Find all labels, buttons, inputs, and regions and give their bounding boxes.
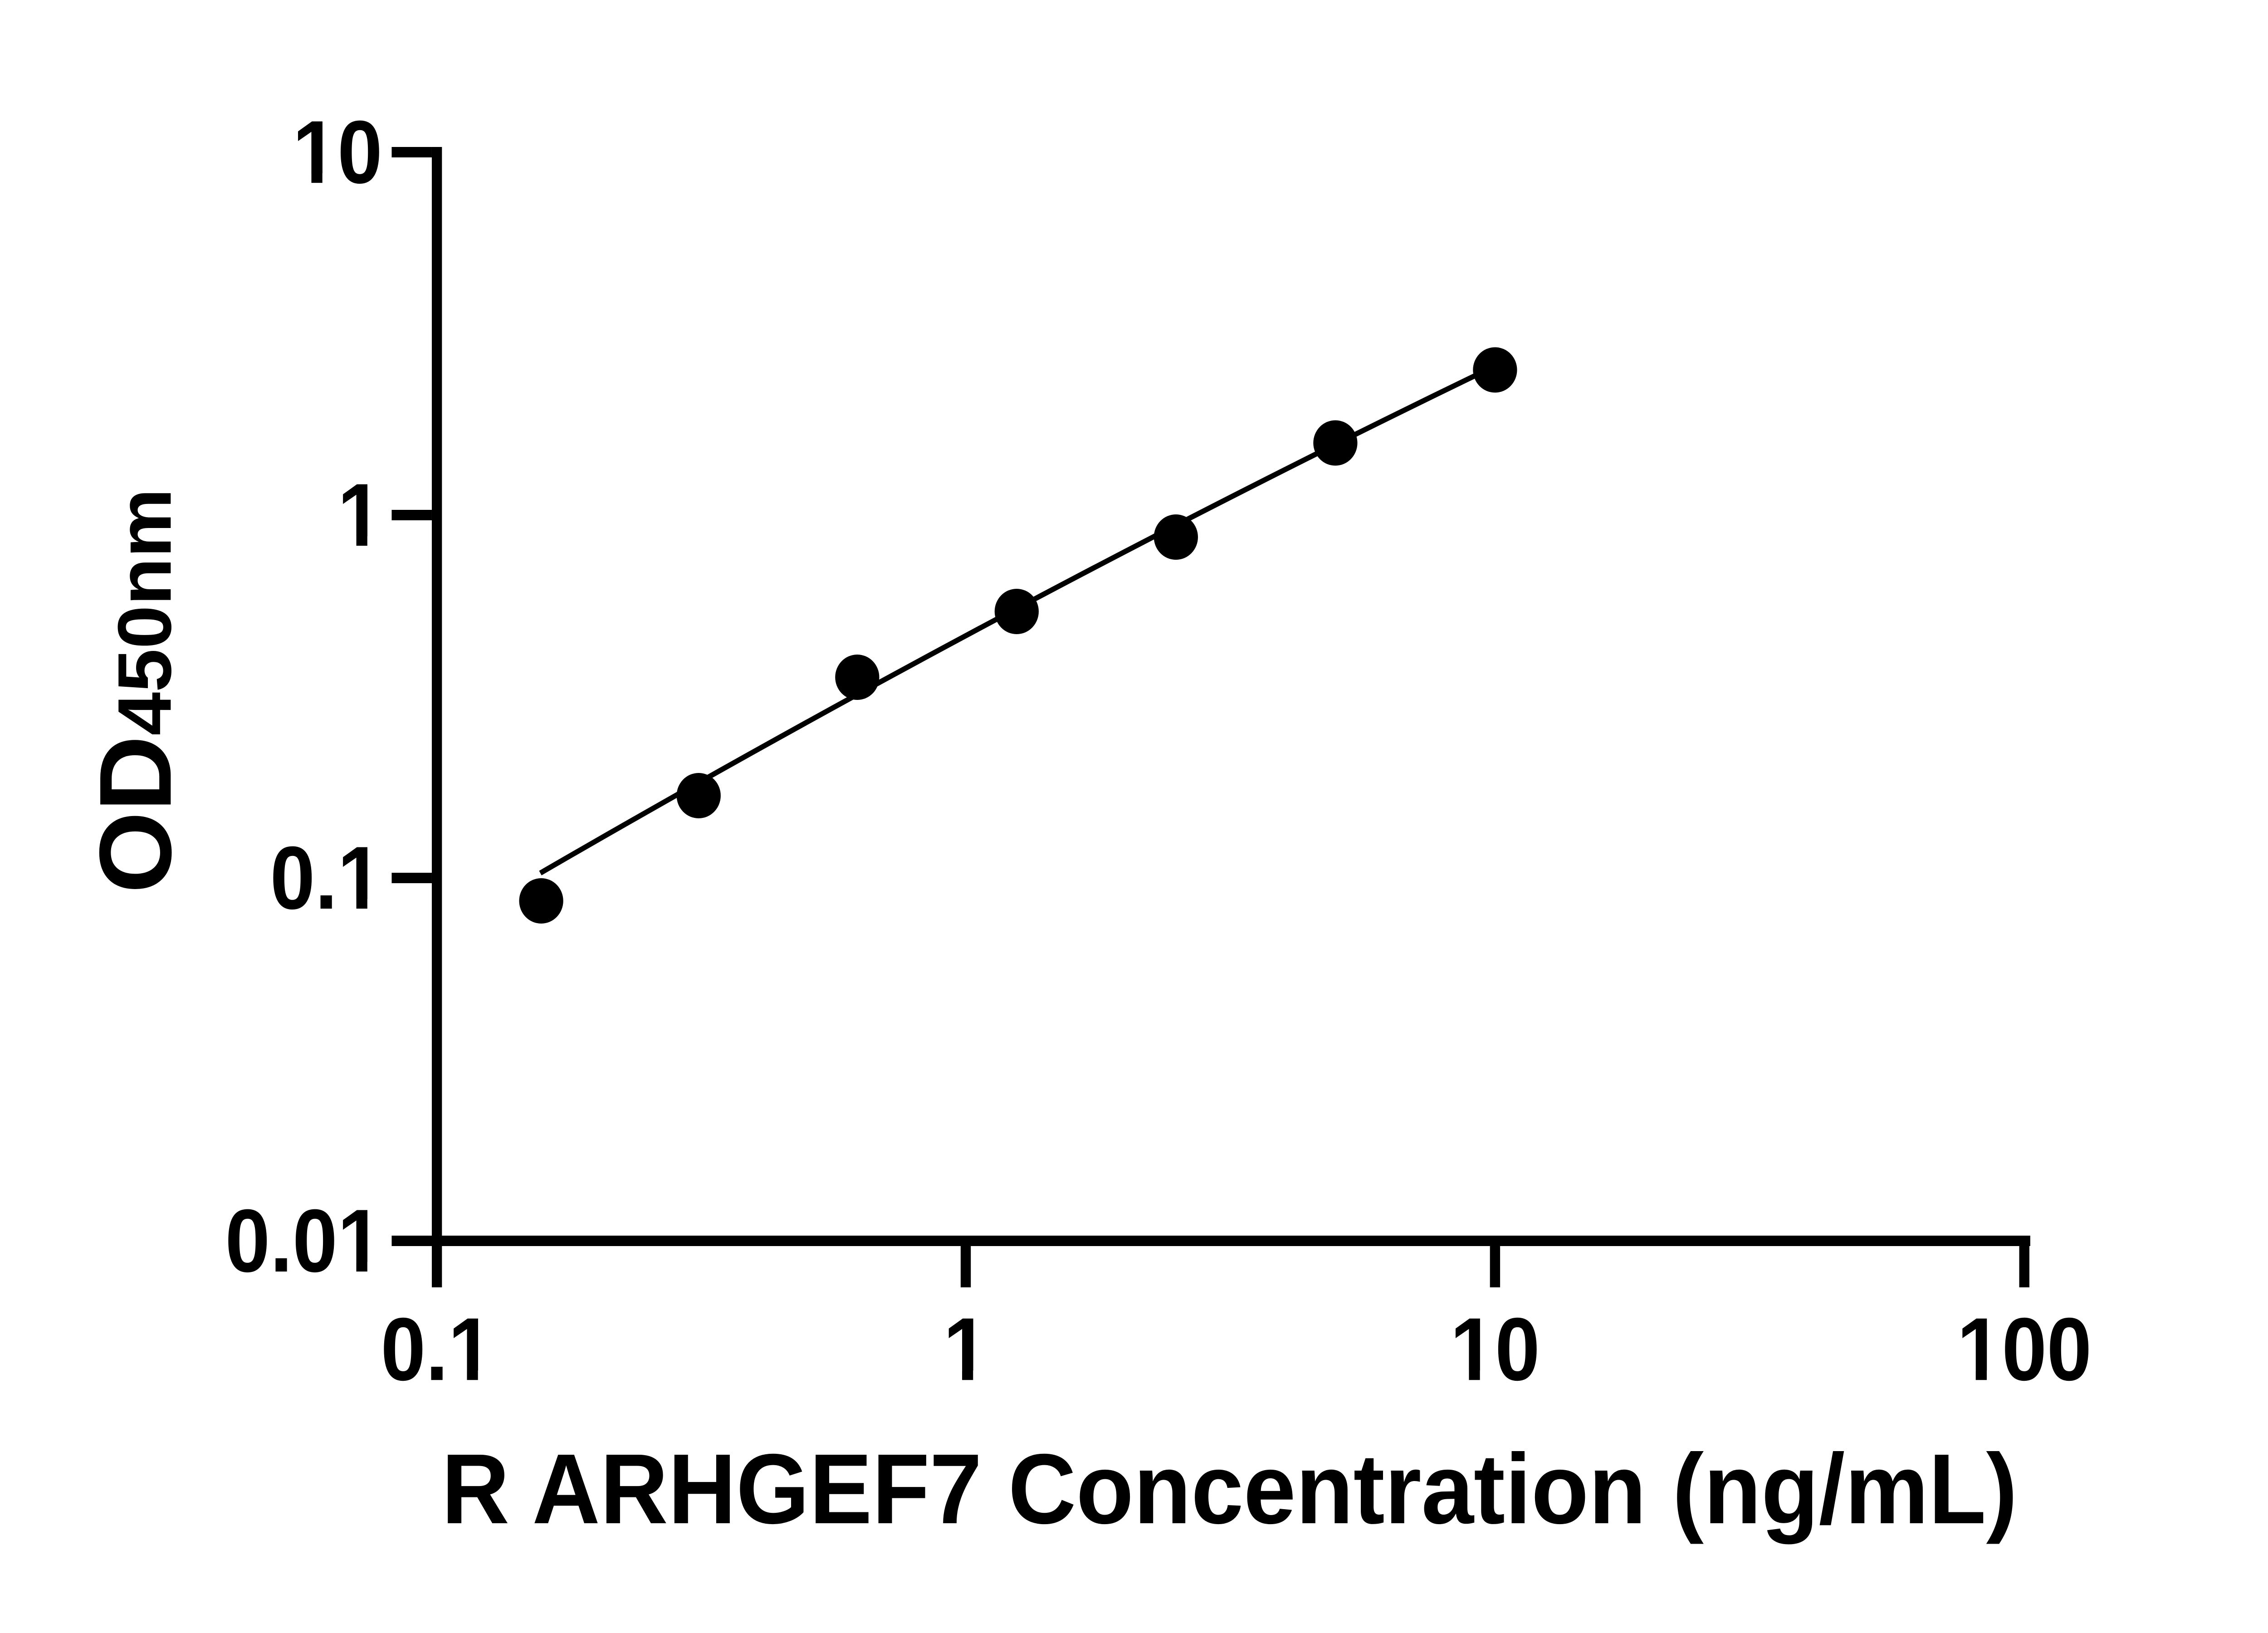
svg-text:0.1: 0.1 [381, 1300, 493, 1399]
svg-text:10: 10 [1450, 1300, 1540, 1399]
svg-text:1: 1 [943, 1300, 988, 1399]
svg-text:OD450nm: OD450nm [78, 489, 192, 894]
svg-text:10: 10 [293, 103, 382, 202]
svg-text:1: 1 [337, 465, 382, 565]
svg-text:0.01: 0.01 [225, 1191, 382, 1291]
svg-text:100: 100 [1957, 1300, 2092, 1399]
svg-text:0.1: 0.1 [270, 828, 382, 928]
svg-text:R ARHGEF7 Concentration (ng/mL: R ARHGEF7 Concentration (ng/mL) [441, 1433, 2017, 1544]
